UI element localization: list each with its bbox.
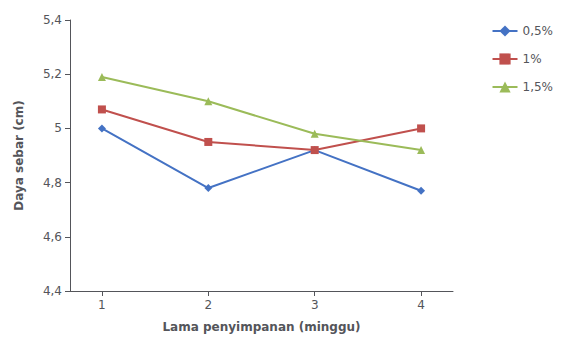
svg-text:4,6: 4,6 — [43, 230, 62, 244]
svg-text:5,4: 5,4 — [43, 13, 62, 27]
svg-text:1%: 1% — [523, 52, 542, 66]
svg-text:Daya sebar (cm): Daya sebar (cm) — [12, 100, 26, 210]
svg-text:0,5%: 0,5% — [523, 24, 554, 38]
svg-text:1: 1 — [98, 298, 106, 312]
svg-text:Lama penyimpanan (minggu): Lama penyimpanan (minggu) — [162, 320, 360, 334]
svg-text:4: 4 — [417, 298, 425, 312]
svg-text:4,4: 4,4 — [43, 284, 62, 298]
svg-text:2: 2 — [204, 298, 212, 312]
svg-text:5: 5 — [54, 121, 62, 135]
svg-text:4,8: 4,8 — [43, 176, 62, 190]
svg-text:1,5%: 1,5% — [523, 80, 554, 94]
svg-text:3: 3 — [311, 298, 319, 312]
svg-text:5,2: 5,2 — [43, 67, 62, 81]
